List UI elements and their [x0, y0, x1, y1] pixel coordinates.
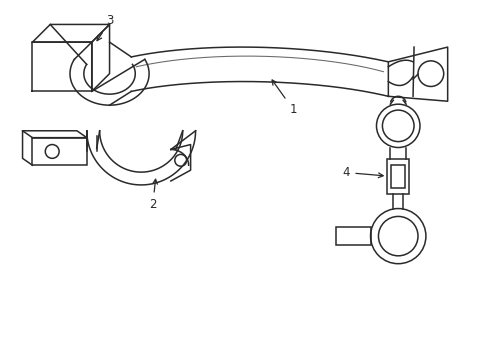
- Bar: [335, 227, 370, 245]
- Text: 4: 4: [342, 166, 383, 179]
- Text: 3: 3: [97, 14, 114, 41]
- Text: 2: 2: [149, 179, 157, 211]
- Text: 1: 1: [272, 80, 296, 116]
- Bar: [32, 138, 87, 165]
- Bar: [386, 159, 408, 194]
- Bar: [390, 165, 405, 188]
